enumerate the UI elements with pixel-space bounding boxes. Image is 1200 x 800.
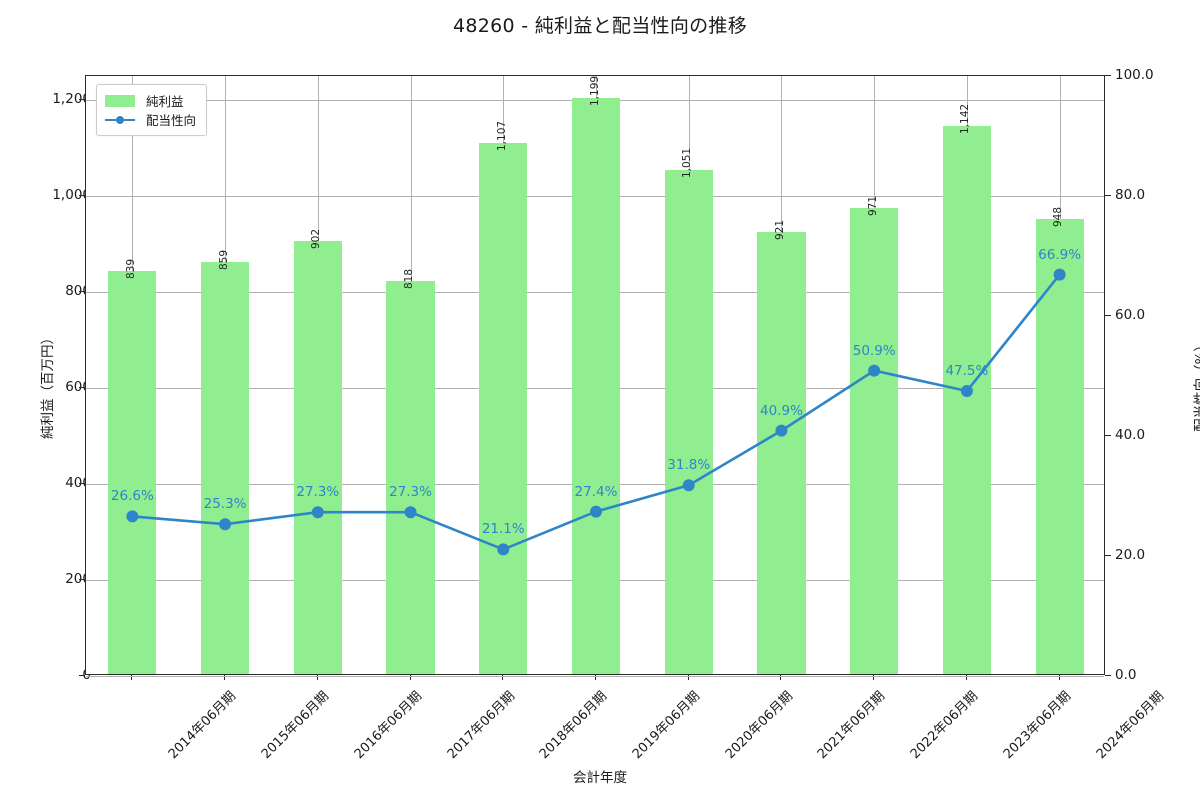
- x-axis-tick-label: 2014年06月期: [166, 688, 240, 763]
- y-axis-left-tick-mark: [79, 483, 85, 484]
- bar: [757, 231, 806, 674]
- legend-label-payout-ratio: 配当性向: [146, 113, 197, 128]
- data-point-marker: [126, 510, 139, 523]
- y-axis-right-title: 配当性向（%）: [1192, 338, 1200, 432]
- data-point-marker: [497, 543, 510, 556]
- y-axis-right-tick-label: 20.0: [1115, 547, 1146, 563]
- y-axis-right-tick-label: 0.0: [1115, 667, 1137, 683]
- x-axis-tick-label: 2018年06月期: [537, 688, 611, 763]
- y-axis-right-tick-label: 40.0: [1115, 427, 1146, 443]
- bar: [293, 241, 342, 674]
- y-axis-left-tick-label: 1,000: [52, 187, 91, 203]
- legend-label-net-income: 純利益: [146, 94, 184, 109]
- data-point-label: 26.6%: [110, 488, 154, 505]
- bar: [108, 271, 157, 674]
- y-axis-left-title: 純利益（百万円）: [40, 331, 56, 439]
- data-point-label: 27.3%: [389, 484, 432, 501]
- x-axis-tick-mark: [595, 675, 596, 680]
- data-point-marker: [311, 506, 324, 519]
- y-axis-left-tick-label: 0: [82, 667, 91, 683]
- y-axis-right-tick-label: 100.0: [1115, 67, 1154, 83]
- x-axis-tick-mark: [224, 675, 226, 680]
- x-axis-tick-mark: [687, 675, 689, 680]
- x-axis-tick-label: 2016年06月期: [351, 688, 425, 763]
- legend-item-payout-ratio: 配当性向: [105, 110, 196, 129]
- y-axis-right-tick-mark: [1105, 675, 1111, 676]
- line-marker-swatch-icon: [105, 114, 135, 126]
- data-point-marker: [682, 479, 695, 492]
- chart-legend: 純利益 配当性向: [96, 84, 208, 136]
- y-axis-right-tick-mark: [1105, 555, 1111, 556]
- data-point-label: 31.8%: [667, 457, 711, 474]
- y-axis-left-tick-mark: [79, 675, 85, 676]
- bar: [942, 125, 991, 674]
- y-axis-left-tick-mark: [79, 387, 85, 388]
- payout-ratio-markers: [126, 268, 1066, 556]
- x-axis-tick-mark: [965, 675, 967, 680]
- y-axis-right-tick-mark: [1105, 315, 1111, 316]
- data-point-label: 27.3%: [296, 484, 340, 501]
- data-point-marker: [960, 385, 973, 397]
- bar: [479, 142, 528, 674]
- x-axis-title: 会計年度: [573, 770, 627, 786]
- x-axis-tick-mark: [873, 675, 875, 680]
- data-point-marker: [1053, 268, 1066, 281]
- x-axis-tick-label: 2021年06月期: [815, 688, 889, 763]
- bar: [386, 281, 435, 674]
- data-point-marker: [868, 364, 881, 377]
- y-axis-left-tick-mark: [79, 99, 85, 100]
- x-axis-tick-mark: [131, 675, 133, 680]
- data-point-marker: [775, 424, 788, 437]
- bar: [571, 98, 621, 674]
- line-series: [126, 268, 1066, 556]
- x-axis-tick-mark: [316, 675, 318, 680]
- x-axis-tick-label: 2020年06月期: [722, 688, 796, 763]
- data-point-label: 47.5%: [945, 363, 989, 379]
- plot-area: 839 859 902 818 1,107 1,199 1,051 921 971 1,142 94…: [85, 75, 1105, 677]
- x-axis-tick-label: 2017年06月期: [444, 688, 518, 763]
- x-axis-tick-label: 2022年06月期: [907, 688, 982, 763]
- bar-swatch-icon: [105, 94, 135, 107]
- x-axis-tick-label: 2024年06月期: [1093, 688, 1167, 763]
- page-title: 48260 - 純利益と配当性向の推移: [452, 15, 748, 37]
- y-axis-right-tick-mark: [1105, 75, 1111, 76]
- bar: [200, 261, 250, 674]
- y-axis-right-tick-label: 60.0: [1115, 307, 1146, 323]
- data-point-marker: [590, 505, 602, 518]
- data-point-label: 25.3%: [203, 496, 247, 513]
- legend-item-net-income: 純利益: [105, 91, 196, 110]
- data-point-label: 66.9%: [1038, 246, 1082, 263]
- x-axis-tick-label: 2023年06月期: [1000, 688, 1074, 763]
- data-point-marker: [219, 518, 232, 531]
- x-axis-tick-label: 2019年06月期: [629, 688, 704, 763]
- data-point-label: 27.4%: [574, 483, 618, 500]
- data-point-label: 50.9%: [852, 342, 896, 359]
- data-point-label: 40.9%: [760, 402, 803, 419]
- x-axis-tick-mark: [1058, 675, 1060, 680]
- y-axis-left-tick-label: 400: [65, 475, 91, 491]
- x-axis-tick-mark: [409, 675, 411, 680]
- y-axis-right-tick-label: 80.0: [1115, 187, 1146, 203]
- y-axis-right-tick-mark: [1105, 195, 1111, 196]
- y-axis-left-tick-label: 800: [65, 283, 91, 299]
- x-axis-tick-mark: [780, 675, 782, 680]
- x-axis-tick-label: 2015年06月期: [258, 688, 333, 763]
- gridline-horizontal: [86, 676, 1104, 677]
- y-axis-left-tick-label: 1,200: [52, 91, 91, 107]
- data-point-marker: [404, 506, 417, 519]
- y-axis-left-tick-mark: [79, 291, 85, 292]
- y-axis-left-tick-label: 600: [65, 379, 91, 395]
- data-point-label: 21.1%: [481, 521, 525, 538]
- x-axis-tick-mark: [502, 675, 504, 680]
- y-axis-left-tick-label: 200: [65, 571, 91, 587]
- y-axis-left-tick-mark: [79, 579, 85, 580]
- y-axis-left-tick-mark: [79, 195, 85, 196]
- y-axis-right-tick-mark: [1105, 435, 1111, 436]
- bar: [664, 169, 713, 674]
- bar: [850, 207, 899, 674]
